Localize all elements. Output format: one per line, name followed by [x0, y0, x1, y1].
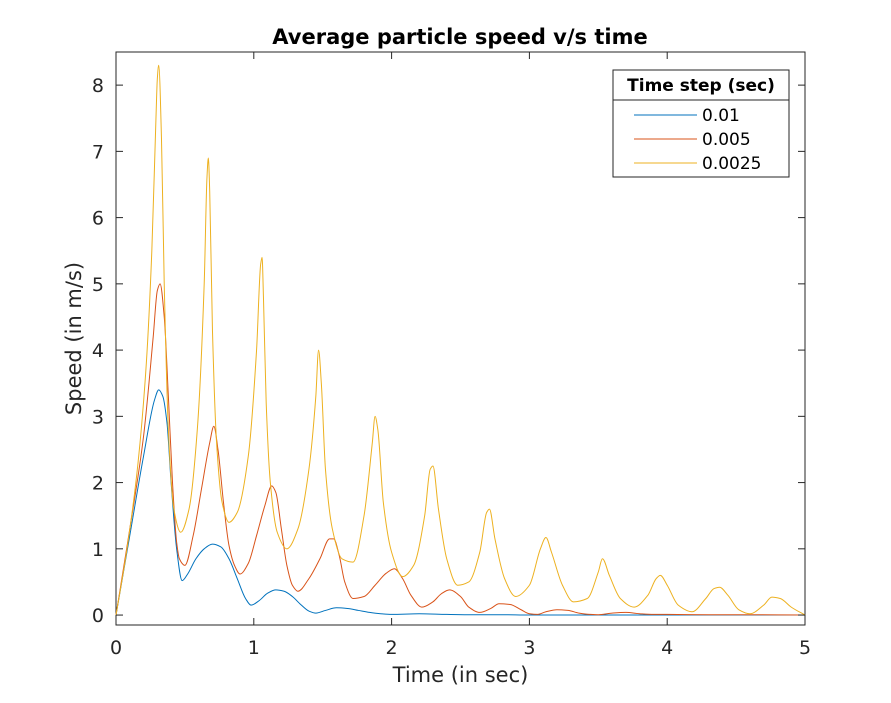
- legend-title: Time step (sec): [627, 76, 775, 96]
- legend-label-2: 0.0025: [702, 154, 761, 174]
- legend: Time step (sec) 0.01 0.005 0.0025: [612, 69, 790, 178]
- legend-label-1: 0.005: [702, 130, 751, 150]
- legend-label-0: 0.01: [702, 106, 740, 126]
- y-tick-label: 4: [92, 340, 104, 362]
- x-tick-label: 1: [248, 637, 260, 659]
- y-axis-label: Speed (in m/s): [62, 262, 86, 415]
- x-tick-label: 2: [386, 637, 398, 659]
- x-tick-label: 0: [110, 637, 122, 659]
- series-group: [115, 64, 806, 616]
- x-tick-label: 4: [661, 637, 673, 659]
- series-line-2: [115, 64, 806, 616]
- x-tick-label: 3: [523, 637, 535, 659]
- y-tick-label: 3: [92, 406, 104, 428]
- y-tick-label: 7: [92, 141, 104, 163]
- y-tick-label: 1: [92, 539, 104, 561]
- y-tick-label: 8: [92, 75, 104, 97]
- x-axis-label: Time (in sec): [392, 663, 529, 687]
- y-tick-label: 6: [92, 208, 104, 230]
- legend-entries: 0.01 0.005 0.0025: [634, 106, 761, 174]
- y-tick-label: 0: [92, 605, 104, 627]
- chart-title: Average particle speed v/s time: [272, 25, 647, 49]
- x-axis-ticks: 0 1 2 3 4 5: [110, 52, 811, 659]
- y-tick-label: 5: [92, 274, 104, 296]
- legend-box: [612, 69, 790, 178]
- y-tick-label: 2: [92, 473, 104, 495]
- x-tick-label: 5: [799, 637, 811, 659]
- y-axis-ticks: 0 1 2 3 4 5 6 7 8: [92, 75, 805, 627]
